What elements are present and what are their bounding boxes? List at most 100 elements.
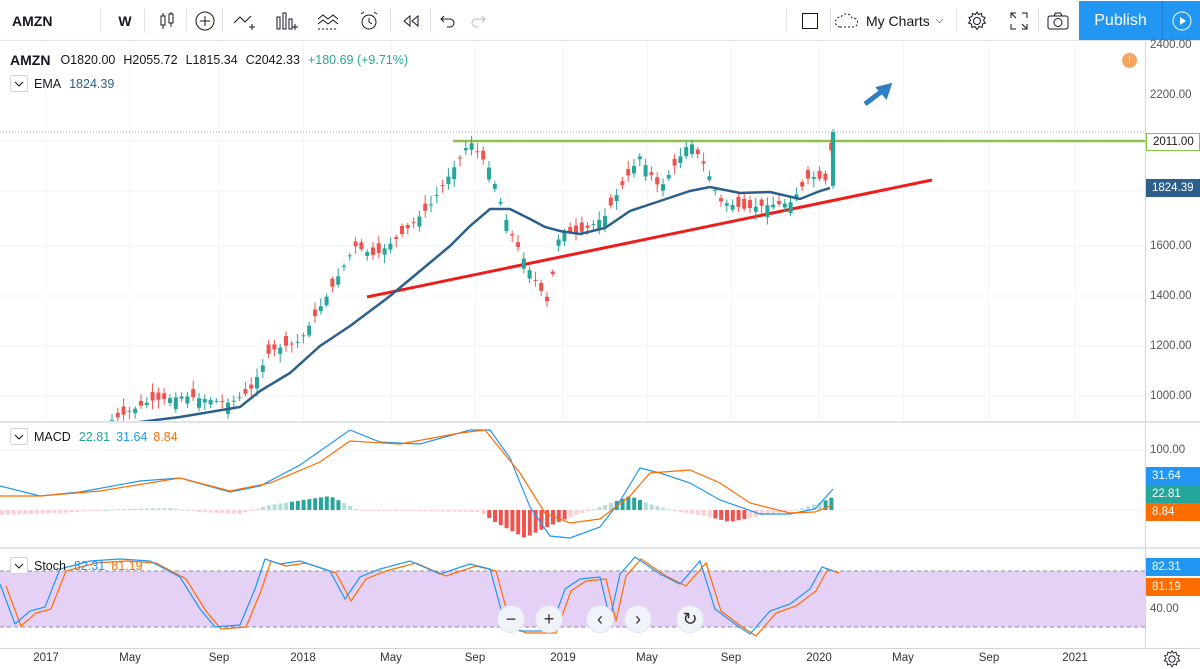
legend-symbol: AMZN <box>10 52 51 68</box>
replay-icon[interactable] <box>396 0 426 41</box>
candle-body <box>562 231 567 242</box>
play-icon[interactable] <box>1163 1 1200 40</box>
candle-body <box>156 392 161 400</box>
macd-histogram-bar <box>748 510 753 518</box>
candle-body <box>168 398 172 404</box>
ema-legend: EMA 1824.39 <box>10 75 114 92</box>
pane-divider[interactable] <box>0 547 1200 549</box>
candle-body <box>782 203 787 208</box>
candle-body <box>713 189 718 191</box>
candle-body <box>811 177 816 179</box>
candle-body <box>597 219 602 230</box>
compare-icon[interactable] <box>228 0 262 41</box>
scroll-forward-button[interactable]: › <box>624 605 652 633</box>
macd-histogram-bar <box>771 510 776 514</box>
candle-body <box>191 389 196 398</box>
candle-body <box>498 201 503 204</box>
macd-histogram-bar <box>63 510 68 513</box>
macd-histogram-bar <box>394 510 399 511</box>
alert-icon[interactable] <box>354 0 384 41</box>
interval-button[interactable]: W <box>118 12 132 29</box>
candle-body <box>301 335 306 337</box>
macd-histogram-bar <box>110 509 115 511</box>
candle-body <box>318 306 323 311</box>
candle-body <box>707 176 712 180</box>
macd-histogram-bar <box>92 510 97 511</box>
candle-body <box>574 225 578 233</box>
camera-icon[interactable] <box>1042 0 1074 41</box>
macd-histogram-bar <box>371 510 376 511</box>
collapse-chevron-icon[interactable] <box>10 428 28 445</box>
candle-body <box>661 184 665 191</box>
candle-body <box>817 170 822 179</box>
chart-template-icon[interactable] <box>312 0 346 41</box>
scroll-back-button[interactable]: ‹ <box>586 605 614 633</box>
candle-body <box>777 201 781 205</box>
pane-divider[interactable] <box>0 421 1200 423</box>
undo-icon[interactable] <box>436 0 460 41</box>
select-box-icon[interactable] <box>796 0 824 41</box>
bars-icon[interactable] <box>270 0 304 41</box>
zoom-out-button[interactable]: − <box>497 605 525 633</box>
candle-body <box>469 143 474 150</box>
macd-label: MACD <box>34 429 71 444</box>
collapse-chevron-icon[interactable] <box>10 75 28 92</box>
add-indicator-icon[interactable] <box>190 0 220 41</box>
macd-histogram-bar <box>574 510 579 515</box>
reset-chart-button[interactable]: ↻ <box>676 605 704 633</box>
time-label: May <box>119 652 141 664</box>
main-price-pane[interactable] <box>0 41 1145 421</box>
candle-body <box>231 400 236 402</box>
settings-icon[interactable] <box>962 0 992 41</box>
candle-body <box>359 242 364 250</box>
macd-histogram-bar <box>330 497 335 510</box>
macd-histogram-bar <box>458 510 463 512</box>
macd-pane[interactable] <box>0 423 1145 547</box>
candle-body <box>759 199 764 206</box>
collapse-chevron-icon[interactable] <box>10 557 28 574</box>
macd-histogram-bar <box>730 510 735 522</box>
candle-body <box>371 247 375 255</box>
macd-histogram-bar <box>145 508 149 510</box>
candle-body <box>382 248 387 255</box>
candle-body <box>289 343 294 345</box>
macd-histogram-bar <box>533 510 538 533</box>
candles-icon[interactable] <box>152 0 182 41</box>
macd-histogram-bar <box>493 510 497 522</box>
legend-close: C2042.33 <box>245 53 300 67</box>
macd-histogram-bar <box>510 510 515 532</box>
redo-icon[interactable] <box>466 0 490 41</box>
macd-histogram-bar <box>87 510 91 512</box>
candle-body <box>255 377 259 389</box>
candle-body <box>446 176 451 184</box>
macd-histogram-bar <box>609 502 613 510</box>
macd-histogram-bar <box>759 510 764 516</box>
fullscreen-icon[interactable] <box>1004 0 1034 41</box>
symbol-search[interactable]: AMZN <box>12 12 53 29</box>
candle-body <box>411 222 416 224</box>
candle-body <box>458 157 462 159</box>
candle-body <box>823 173 828 181</box>
zoom-in-button[interactable]: + <box>535 605 563 633</box>
stoch-pane[interactable] <box>0 549 1145 648</box>
macd-histogram-bar <box>783 510 787 512</box>
macd-histogram-bar <box>156 508 161 510</box>
macd-histogram-bar <box>829 497 834 510</box>
macd-histogram-bar <box>133 508 138 510</box>
candle-body <box>695 149 700 154</box>
gear-icon[interactable] <box>1162 649 1182 669</box>
candle-body <box>220 400 225 402</box>
layout-menu[interactable]: My Charts ⌵ <box>834 0 954 41</box>
candle-body <box>452 167 457 180</box>
candle-body <box>330 278 335 287</box>
candle-body <box>539 282 544 291</box>
time-label: 2017 <box>33 652 59 664</box>
candle-body <box>579 222 584 232</box>
macd-histogram-bar <box>620 498 625 510</box>
macd-histogram-bar <box>649 504 654 510</box>
macd-histogram-bar <box>812 504 816 510</box>
publish-button[interactable]: Publish <box>1079 1 1163 40</box>
macd-histogram-bar <box>0 510 4 515</box>
info-icon[interactable]: ! <box>1122 53 1137 68</box>
